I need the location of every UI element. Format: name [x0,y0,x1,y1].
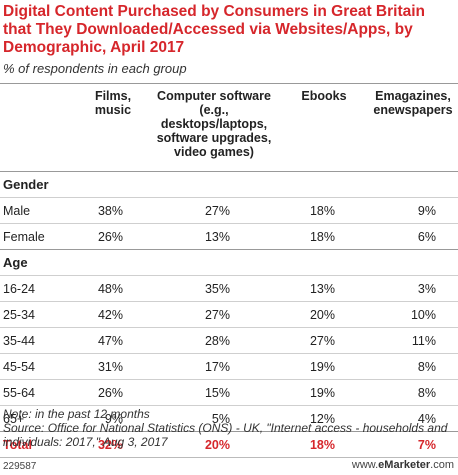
table-row: 45-54 31% 17% 19% 8% [0,353,458,380]
table-cell: 27% [148,301,280,328]
row-label: 25-34 [0,301,78,328]
table-cell: 28% [148,327,280,354]
table-cell: 35% [148,275,280,302]
table-row: Female 26% 13% 18% 6% [0,223,458,250]
table-cell: 8% [368,379,458,406]
row-label: 35-44 [0,327,78,354]
table-cell: 47% [78,327,148,354]
table-cell: 32% [78,431,148,457]
header-divider [0,83,458,84]
data-table: Films, music Computer software (e.g., de… [0,86,458,457]
table-cell: 15% [148,379,280,406]
table-cell: 13% [280,275,368,302]
table-cell: 20% [280,301,368,328]
table-cell: 38% [78,197,148,224]
table-cell: 17% [148,353,280,380]
table-cell: 3% [368,275,458,302]
row-label: 55-64 [0,379,78,406]
column-header [0,86,78,172]
total-row: Total 32% 20% 18% 7% [0,431,458,457]
chart-title: Digital Content Purchased by Consumers i… [3,3,426,56]
row-label: 45-54 [0,353,78,380]
footer-divider [0,457,458,458]
brand-link[interactable]: www.eMarketer.com [352,459,454,471]
section-header-row: Age [0,249,458,276]
table-cell: 4% [368,405,458,432]
table-cell: 13% [148,223,280,250]
table-row: 16-24 48% 35% 13% 3% [0,275,458,302]
table-cell: 48% [78,275,148,302]
row-label: 16-24 [0,275,78,302]
table-cell: 27% [280,327,368,354]
table-row: 55-64 26% 15% 19% 8% [0,379,458,406]
table-cell: 10% [368,301,458,328]
brand-name: eMarketer [378,459,431,471]
row-label: 65+ [0,405,78,432]
table-cell: 6% [368,223,458,250]
column-header: Emagazines, enewspapers [373,89,453,117]
row-label: Female [0,223,78,250]
chart-id: 229587 [3,461,37,472]
table-row: 65+ 9% 5% 12% 4% [0,405,458,432]
table-cell: 8% [368,353,458,380]
table-cell: 18% [280,223,368,250]
table-cell: 18% [280,431,368,457]
chart-notes: Note: in the past 12 months Source: Offi… [3,407,455,449]
section-header-row: Gender [0,171,458,198]
row-label: Male [0,197,78,224]
section-label: Gender [0,171,458,198]
column-header: Computer software (e.g., desktops/laptop… [156,89,272,159]
row-label: Total [0,431,78,457]
table-row: Male 38% 27% 18% 9% [0,197,458,224]
table-cell: 27% [148,197,280,224]
table-cell: 9% [78,405,148,432]
section-label: Age [0,249,458,276]
table-cell: 19% [280,379,368,406]
table-cell: 7% [368,431,458,457]
table-cell: 18% [280,197,368,224]
table-header-row: Films, music Computer software (e.g., de… [0,86,458,172]
table-cell: 31% [78,353,148,380]
table-cell: 26% [78,223,148,250]
column-header: Ebooks [301,89,347,103]
table-cell: 5% [148,405,280,432]
column-header: Films, music [94,89,132,117]
table-cell: 19% [280,353,368,380]
brand-prefix: www. [351,459,379,471]
table-cell: 12% [280,405,368,432]
table-cell: 20% [148,431,280,457]
chart-subtitle: % of respondents in each group [3,61,187,76]
source-text: Source: Office for National Statistics (… [3,421,448,449]
table-row: 25-34 42% 27% 20% 10% [0,301,458,328]
brand-suffix: .com [430,459,454,471]
table-cell: 26% [78,379,148,406]
note-text: Note: in the past 12 months [3,407,150,421]
table-cell: 9% [368,197,458,224]
table-cell: 42% [78,301,148,328]
table-row: 35-44 47% 28% 27% 11% [0,327,458,354]
table-cell: 11% [368,327,458,354]
